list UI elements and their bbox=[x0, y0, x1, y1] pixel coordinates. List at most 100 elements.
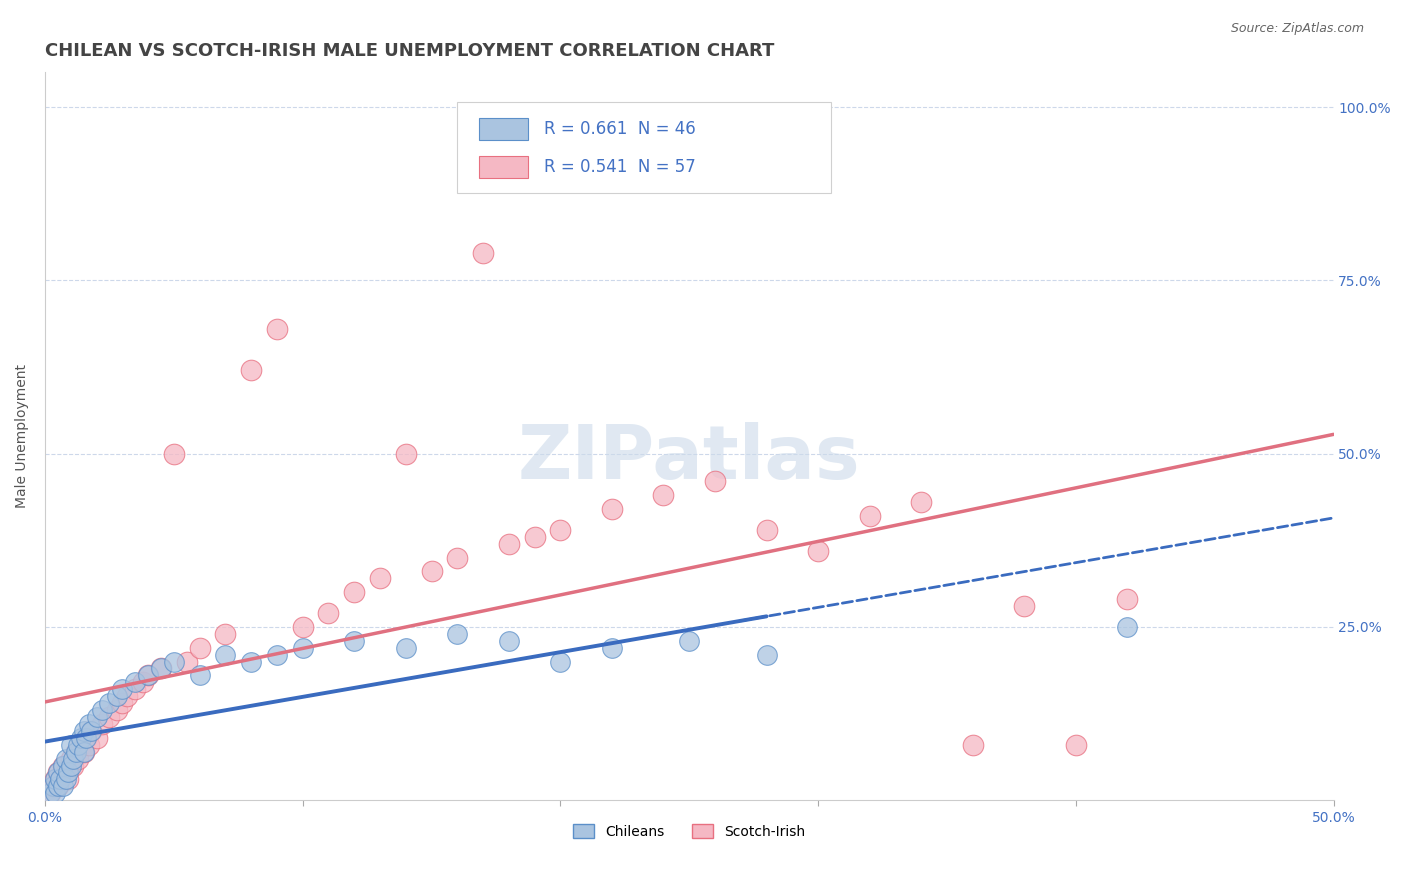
Text: ZIPatlas: ZIPatlas bbox=[517, 422, 860, 495]
Point bbox=[52, 780, 75, 794]
Point bbox=[56, 772, 79, 787]
Point bbox=[136, 668, 159, 682]
Text: Source: ZipAtlas.com: Source: ZipAtlas.com bbox=[1230, 22, 1364, 36]
Point bbox=[49, 772, 72, 787]
Point bbox=[41, 780, 63, 794]
Point bbox=[46, 765, 69, 780]
Point bbox=[240, 655, 263, 669]
Point bbox=[77, 738, 100, 752]
Point bbox=[446, 550, 468, 565]
Point bbox=[523, 530, 546, 544]
Point bbox=[550, 655, 572, 669]
Point bbox=[124, 675, 146, 690]
Point bbox=[59, 758, 82, 772]
Point bbox=[1012, 599, 1035, 614]
Point bbox=[214, 648, 236, 662]
Point bbox=[652, 488, 675, 502]
Point bbox=[98, 710, 121, 724]
Point bbox=[163, 447, 186, 461]
Point bbox=[77, 717, 100, 731]
Point bbox=[90, 717, 112, 731]
Text: CHILEAN VS SCOTCH-IRISH MALE UNEMPLOYMENT CORRELATION CHART: CHILEAN VS SCOTCH-IRISH MALE UNEMPLOYMEN… bbox=[45, 42, 775, 60]
Point bbox=[98, 696, 121, 710]
Point bbox=[70, 731, 93, 745]
Y-axis label: Male Unemployment: Male Unemployment bbox=[15, 364, 30, 508]
Point bbox=[67, 738, 90, 752]
Point bbox=[67, 751, 90, 765]
Point bbox=[188, 668, 211, 682]
Text: R = 0.541  N = 57: R = 0.541 N = 57 bbox=[544, 158, 696, 176]
Point bbox=[149, 661, 172, 675]
Point bbox=[420, 565, 443, 579]
Point bbox=[105, 690, 128, 704]
Point bbox=[52, 758, 75, 772]
Point bbox=[755, 523, 778, 537]
Point bbox=[498, 633, 520, 648]
Point bbox=[962, 738, 984, 752]
Point bbox=[266, 648, 288, 662]
Point bbox=[72, 745, 94, 759]
Point bbox=[859, 508, 882, 523]
FancyBboxPatch shape bbox=[457, 102, 831, 193]
Point bbox=[59, 751, 82, 765]
Point bbox=[80, 723, 103, 738]
Point bbox=[188, 640, 211, 655]
Point bbox=[343, 585, 366, 599]
Point bbox=[44, 786, 66, 800]
Point bbox=[368, 571, 391, 585]
Point bbox=[46, 765, 69, 780]
Point bbox=[111, 696, 134, 710]
Point bbox=[72, 723, 94, 738]
Point bbox=[343, 633, 366, 648]
Point bbox=[1116, 592, 1139, 607]
Point bbox=[395, 640, 418, 655]
Point bbox=[910, 495, 932, 509]
Legend: Chileans, Scotch-Irish: Chileans, Scotch-Irish bbox=[568, 818, 811, 844]
Point bbox=[1116, 620, 1139, 634]
Point bbox=[117, 690, 139, 704]
Point bbox=[266, 322, 288, 336]
Point bbox=[472, 245, 495, 260]
Point bbox=[176, 655, 198, 669]
Point bbox=[62, 751, 84, 765]
Point bbox=[44, 772, 66, 787]
Point bbox=[55, 772, 77, 787]
Point bbox=[124, 682, 146, 697]
Point bbox=[214, 627, 236, 641]
Point bbox=[41, 780, 63, 794]
Point bbox=[678, 633, 700, 648]
Point bbox=[755, 648, 778, 662]
Point bbox=[59, 738, 82, 752]
Point bbox=[86, 710, 108, 724]
Point bbox=[90, 703, 112, 717]
Text: R = 0.661  N = 46: R = 0.661 N = 46 bbox=[544, 120, 696, 138]
Point bbox=[86, 731, 108, 745]
Point bbox=[291, 640, 314, 655]
Point bbox=[163, 655, 186, 669]
Point bbox=[149, 661, 172, 675]
Point bbox=[704, 475, 727, 489]
Point bbox=[132, 675, 155, 690]
Point bbox=[75, 731, 97, 745]
Point bbox=[395, 447, 418, 461]
Point bbox=[80, 723, 103, 738]
Point bbox=[105, 703, 128, 717]
Point bbox=[446, 627, 468, 641]
Point bbox=[65, 745, 87, 759]
Point bbox=[807, 543, 830, 558]
Point bbox=[46, 780, 69, 794]
Point bbox=[600, 640, 623, 655]
Point bbox=[56, 765, 79, 780]
Point bbox=[600, 502, 623, 516]
Point bbox=[1064, 738, 1087, 752]
FancyBboxPatch shape bbox=[479, 156, 529, 178]
Point bbox=[111, 682, 134, 697]
Point bbox=[498, 537, 520, 551]
Point bbox=[72, 745, 94, 759]
Point bbox=[52, 758, 75, 772]
Point bbox=[240, 363, 263, 377]
Point bbox=[55, 751, 77, 765]
Point bbox=[46, 780, 69, 794]
Point bbox=[70, 738, 93, 752]
Point bbox=[136, 668, 159, 682]
